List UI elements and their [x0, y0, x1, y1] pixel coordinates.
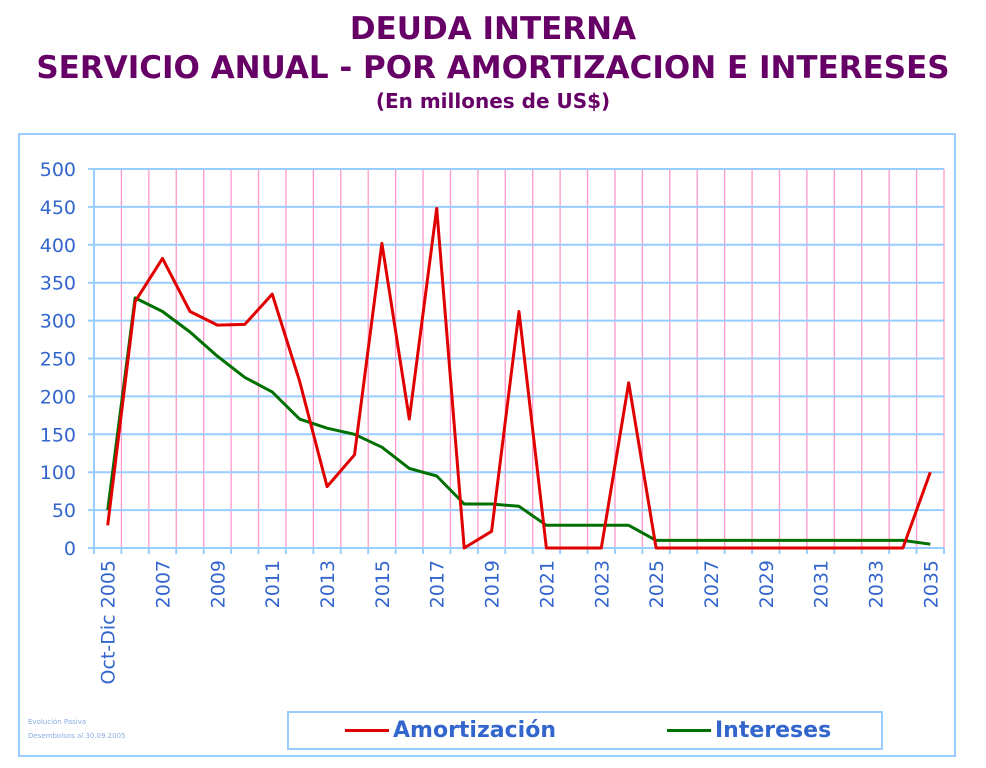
- x-tick-label: 2017: [427, 560, 449, 608]
- x-tick-label: 2033: [865, 560, 887, 608]
- legend-swatch-amortizacion: [345, 729, 389, 732]
- y-tick-label: 500: [40, 159, 76, 181]
- x-tick-label: 2013: [317, 560, 339, 608]
- y-tick-label: 350: [40, 273, 76, 295]
- x-tick-label: 2027: [701, 560, 723, 608]
- chart-subtitle: SERVICIO ANUAL - POR AMORTIZACION E INTE…: [36, 50, 950, 86]
- x-tick-label: 2031: [811, 560, 833, 608]
- legend-swatch-intereses: [667, 729, 711, 732]
- x-tick-label: 2035: [920, 560, 942, 608]
- series-line-amortizacion: [106, 206, 932, 550]
- y-tick-label: 150: [40, 424, 76, 446]
- x-tick-label: 2007: [153, 560, 175, 608]
- y-tick-label: 100: [40, 462, 76, 484]
- x-tick-label: 2021: [536, 560, 558, 608]
- x-tick-label: 2023: [591, 560, 613, 608]
- x-tick-label: 2025: [646, 560, 668, 608]
- legend-label-amortizacion: Amortización: [393, 718, 556, 743]
- chart-units: (En millones de US$): [375, 89, 611, 113]
- x-tick-label: 2009: [207, 560, 229, 608]
- footnote-line-1: Evolución Pasiva: [28, 718, 87, 726]
- y-tick-label: 400: [40, 235, 76, 257]
- chart-legend: Amortización Intereses: [287, 711, 883, 750]
- y-tick-label: 250: [40, 349, 76, 371]
- y-tick-label: 200: [40, 386, 76, 408]
- legend-item-amortizacion: Amortización: [345, 713, 556, 748]
- legend-label-intereses: Intereses: [715, 718, 832, 743]
- series-line-intereses: [106, 296, 931, 546]
- y-tick-label: 300: [40, 311, 76, 333]
- legend-item-intereses: Intereses: [667, 713, 831, 748]
- chart-title: DEUDA INTERNA: [349, 11, 637, 47]
- x-tick-label: Oct-Dic 2005: [98, 560, 120, 684]
- chart-frame: [18, 133, 956, 757]
- x-tick-label: 2011: [262, 560, 284, 608]
- x-tick-label: 2029: [756, 560, 778, 608]
- y-tick-label: 450: [40, 197, 76, 219]
- footnote-line-2: Desembolsos al 30.09.2005: [28, 732, 126, 740]
- y-tick-label: 50: [52, 500, 76, 522]
- x-tick-label: 2015: [372, 560, 394, 608]
- chart-title-block: DEUDA INTERNA SERVICIO ANUAL - POR AMORT…: [0, 8, 986, 116]
- x-tick-label: 2019: [482, 560, 504, 608]
- y-tick-label: 0: [64, 538, 76, 560]
